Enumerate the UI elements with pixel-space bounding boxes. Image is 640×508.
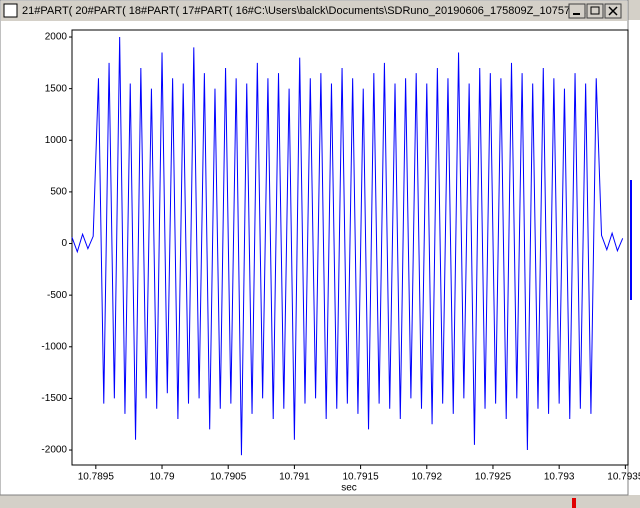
y-tick-label: 1500 bbox=[45, 83, 68, 94]
y-tick-label: -1000 bbox=[41, 341, 67, 352]
x-tick-label: 10.7935 bbox=[607, 472, 640, 483]
y-tick-label: -500 bbox=[47, 290, 67, 301]
y-tick-label: 500 bbox=[50, 187, 67, 198]
maximize-button[interactable] bbox=[586, 3, 604, 19]
signal-trace bbox=[71, 37, 624, 456]
x-tick-label: 10.7915 bbox=[343, 472, 380, 483]
x-tick-label: 10.7905 bbox=[210, 472, 247, 483]
close-glyph bbox=[608, 6, 618, 16]
title-bar bbox=[1, 1, 627, 21]
x-tick-label: 10.7895 bbox=[78, 472, 115, 483]
maximize-glyph bbox=[590, 6, 600, 15]
y-tick-label: 2000 bbox=[45, 32, 68, 43]
y-tick-label: 1000 bbox=[45, 135, 68, 146]
y-tick-label: -2000 bbox=[41, 445, 67, 456]
x-tick-label: 10.7925 bbox=[475, 472, 512, 483]
y-tick-label: 0 bbox=[61, 238, 67, 249]
background-window bbox=[628, 20, 640, 495]
x-tick-label: 10.793 bbox=[544, 472, 575, 483]
y-tick-label: -1500 bbox=[41, 393, 67, 404]
window-title: 21#PART( 20#PART( 18#PART( 17#PART( 16#C… bbox=[22, 5, 593, 17]
x-axis-label: sec bbox=[341, 483, 357, 494]
x-tick-label: 10.792 bbox=[411, 472, 442, 483]
window-icon bbox=[3, 3, 18, 18]
x-tick-label: 10.791 bbox=[279, 472, 310, 483]
minimize-button[interactable] bbox=[568, 3, 586, 19]
status-marker bbox=[572, 498, 576, 508]
status-strip bbox=[0, 496, 640, 508]
x-tick-label: 10.79 bbox=[150, 472, 175, 483]
